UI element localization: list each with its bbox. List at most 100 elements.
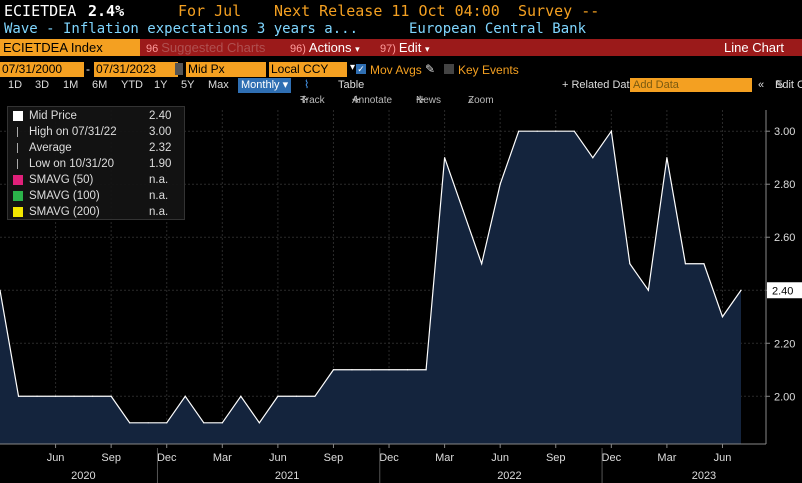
chevron-down-icon[interactable]: ▾ (350, 62, 356, 73)
ticker: ECIETDEA (4, 2, 77, 20)
x-tick-label: Dec (157, 452, 177, 464)
data-point (110, 395, 112, 397)
source: European Central Bank (409, 21, 587, 37)
collapse-icon[interactable]: « (758, 79, 765, 91)
x-tick-label: Jun (491, 452, 509, 464)
data-point (295, 395, 297, 397)
settings-bar: 07/31/2000 - 07/31/2023 Mid Px Local CCY… (0, 62, 802, 78)
data-point (203, 422, 205, 424)
data-point (629, 263, 631, 265)
period-6m[interactable]: 6M (92, 79, 108, 91)
legend-item: SMAVG (200) n.a. (8, 204, 184, 220)
data-point (277, 395, 279, 397)
survey: Survey -- (518, 2, 600, 20)
period-max[interactable]: Max (208, 79, 229, 91)
security-header: ECIETDEA 2.4% For Jul Next Release 11 Oc… (0, 2, 802, 22)
legend-value: 1.90 (149, 158, 172, 170)
period-5y[interactable]: 5Y (181, 79, 195, 91)
start-date-input[interactable]: 07/31/2000 (0, 62, 84, 77)
actions-menu[interactable]: 96) Actions ▾ (290, 40, 360, 55)
data-point (314, 395, 316, 397)
data-point (573, 130, 575, 132)
y-tick-label: 2.00 (774, 391, 795, 403)
series-swatch (13, 111, 23, 121)
legend-value: n.a. (149, 206, 169, 218)
x-tick-label: Sep (101, 452, 121, 464)
field-select[interactable]: Mid Px (186, 62, 266, 77)
data-point (740, 289, 742, 291)
period-1y[interactable]: 1Y (154, 79, 168, 91)
y-tick-label: 2.20 (774, 338, 795, 350)
data-point (481, 263, 483, 265)
x-tick-label: Jun (47, 452, 65, 464)
for-period: For Jul (178, 2, 242, 20)
x-tick-label: Sep (546, 452, 566, 464)
data-point (536, 130, 538, 132)
data-point (73, 395, 75, 397)
data-point (684, 263, 687, 265)
key-events-label[interactable]: Key Events (458, 63, 519, 77)
add-data-input[interactable]: Add Data (630, 78, 752, 92)
legend-label: SMAVG (200) (29, 206, 100, 218)
x-tick-label: Dec (602, 452, 622, 464)
legend-value: 2.40 (149, 110, 172, 122)
data-point (92, 395, 94, 397)
data-point (166, 422, 168, 424)
legend-item: High on 07/31/22 3.00 (8, 124, 184, 140)
table-button[interactable]: Table (338, 79, 365, 91)
index-label[interactable]: ECIETDEA Index (0, 39, 140, 56)
related-data-button[interactable]: + Related Dat (562, 79, 630, 91)
chart-view-icon[interactable]: ⌇ (304, 79, 310, 91)
x-tick-label: Jun (714, 452, 732, 464)
chart-tools-bar: ✛ Track ✛ Annotate ✛ News ⌕ Zoom (300, 95, 494, 106)
data-point (555, 130, 557, 132)
series-swatch (13, 207, 23, 217)
currency-select[interactable]: Local CCY (269, 62, 347, 77)
news-icon: ✛ (416, 95, 425, 106)
data-point (221, 422, 223, 424)
data-point (54, 395, 57, 397)
frequency-select[interactable]: Monthly ▾ (238, 78, 292, 93)
series-swatch (13, 175, 23, 185)
data-point (647, 289, 649, 291)
data-point (17, 395, 20, 397)
key-events-checkbox[interactable] (444, 64, 454, 74)
data-point (184, 395, 186, 397)
legend-item: SMAVG (100) n.a. (8, 188, 184, 204)
mov-avgs-label[interactable]: Mov Avgs (370, 63, 422, 77)
legend-label: SMAVG (100) (29, 190, 100, 202)
data-point (592, 157, 594, 159)
function-toolbar: ECIETDEA Index 96 Suggested Charts 96) Act… (0, 39, 802, 56)
suggested-charts-menu[interactable]: 96 Suggested Charts (146, 40, 266, 55)
data-point (425, 369, 427, 371)
chart-type[interactable]: Line Chart (724, 40, 784, 55)
stat-marker-icon (17, 159, 24, 169)
stat-marker-icon (17, 127, 24, 137)
data-point (351, 369, 353, 371)
current-value: 2.4% (88, 2, 125, 20)
pencil-icon[interactable]: ✎ (425, 62, 436, 76)
mov-avgs-checkbox[interactable]: ✓ (356, 64, 366, 74)
calendar-icon[interactable] (175, 63, 183, 75)
legend-label: SMAVG (50) (29, 174, 94, 186)
stat-marker-icon (17, 143, 24, 153)
x-tick-label: Dec (379, 452, 399, 464)
period-1d[interactable]: 1D (8, 79, 23, 91)
data-point (388, 369, 390, 371)
period-1m[interactable]: 1M (63, 79, 79, 91)
period-ytd[interactable]: YTD (121, 79, 143, 91)
end-date-input[interactable]: 07/31/2023 (94, 62, 178, 77)
data-point (499, 183, 501, 185)
x-tick-label: Mar (657, 452, 676, 464)
y-tick-label: 2.60 (774, 232, 795, 244)
data-point (240, 395, 242, 397)
period-3d[interactable]: 3D (35, 79, 50, 91)
description: Wave - Inflation expectations 3 years a.… (4, 21, 359, 37)
legend-value: 3.00 (149, 126, 172, 138)
y-tick-label: 2.80 (774, 179, 795, 191)
legend-item: SMAVG (50) n.a. (8, 172, 184, 188)
data-point (129, 422, 131, 424)
edit-menu[interactable]: 97) Edit ▾ (380, 40, 430, 55)
series-area (0, 131, 741, 444)
description-row: Wave - Inflation expectations 3 years a.… (0, 21, 802, 39)
